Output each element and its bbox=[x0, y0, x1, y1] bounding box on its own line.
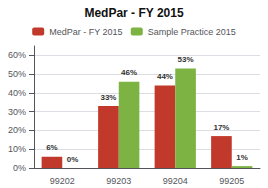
svg-text:MedPar - FY 2015: MedPar - FY 2015 bbox=[84, 6, 183, 20]
svg-text:46%: 46% bbox=[121, 68, 137, 77]
svg-text:99204: 99204 bbox=[163, 176, 188, 186]
svg-text:99203: 99203 bbox=[106, 176, 131, 186]
svg-text:60%: 60% bbox=[8, 50, 26, 60]
svg-text:44%: 44% bbox=[157, 72, 173, 81]
svg-text:6%: 6% bbox=[46, 143, 58, 152]
svg-text:53%: 53% bbox=[178, 55, 194, 64]
svg-text:99205: 99205 bbox=[219, 176, 244, 186]
svg-text:40%: 40% bbox=[8, 88, 26, 98]
svg-text:0%: 0% bbox=[67, 155, 79, 164]
svg-text:99202: 99202 bbox=[50, 176, 75, 186]
svg-text:30%: 30% bbox=[8, 107, 26, 117]
svg-text:0%: 0% bbox=[13, 163, 26, 173]
svg-text:1%: 1% bbox=[236, 153, 248, 162]
svg-text:10%: 10% bbox=[8, 144, 26, 154]
svg-text:50%: 50% bbox=[8, 69, 26, 79]
svg-text:33%: 33% bbox=[100, 93, 116, 102]
svg-text:MedPar - FY 2015: MedPar - FY 2015 bbox=[49, 27, 122, 37]
svg-text:17%: 17% bbox=[213, 123, 229, 132]
svg-text:20%: 20% bbox=[8, 125, 26, 135]
svg-text:Sample Practice 2015: Sample Practice 2015 bbox=[148, 27, 236, 37]
